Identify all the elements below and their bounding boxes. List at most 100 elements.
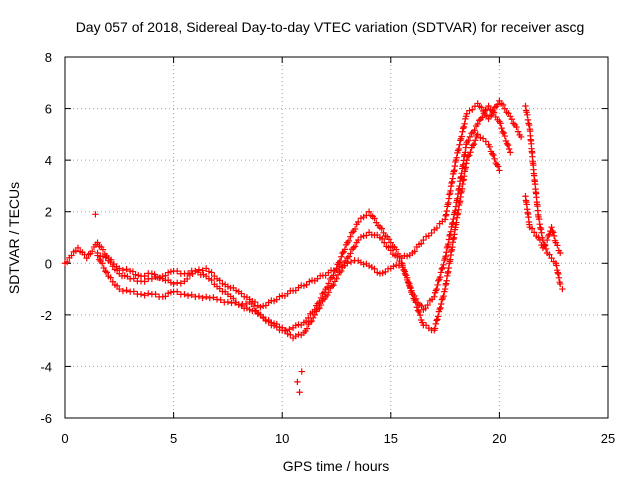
x-tick-label: 20 xyxy=(492,431,506,446)
data-point-track-e xyxy=(536,236,544,244)
data-point-track-a xyxy=(355,218,362,226)
data-point-track-c xyxy=(195,266,203,273)
data-point-track-a xyxy=(348,229,356,236)
data-point-track-b xyxy=(181,291,188,298)
data-point-track-e xyxy=(554,242,561,249)
data-point-track-d xyxy=(525,121,533,129)
data-point-track-a xyxy=(461,120,468,127)
data-point-track-c xyxy=(443,249,450,256)
data-point-track-b xyxy=(416,311,424,319)
data-point-track-c xyxy=(431,293,438,301)
y-tick-label: -4 xyxy=(40,359,52,374)
y-tick-label: 2 xyxy=(45,205,52,220)
data-point-track-c xyxy=(447,231,454,238)
data-point-track-b xyxy=(195,293,203,300)
data-point-track-c xyxy=(406,280,413,287)
data-point-track-a xyxy=(123,266,130,273)
data-point-track-c xyxy=(446,232,453,240)
data-point-track-b xyxy=(325,289,332,296)
data-point-track-b xyxy=(311,311,318,319)
data-point-track-a xyxy=(420,236,427,244)
data-point-track-a xyxy=(499,101,507,108)
data-point-outliers xyxy=(296,389,303,396)
data-point-track-b xyxy=(95,256,103,263)
data-point-track-a xyxy=(385,236,393,243)
data-point-track-a xyxy=(345,237,353,245)
data-point-track-c xyxy=(448,223,455,231)
data-point-track-e xyxy=(543,236,551,244)
data-point-track-a xyxy=(347,233,354,240)
data-point-track-a xyxy=(458,133,465,140)
data-point-track-a xyxy=(459,128,466,135)
data-point-track-b xyxy=(303,325,311,332)
data-point-track-b xyxy=(141,292,148,299)
chart-title: Day 057 of 2018, Sidereal Day-to-day VTE… xyxy=(76,19,585,35)
data-point-track-a xyxy=(323,284,331,291)
data-point-track-d xyxy=(524,116,532,124)
data-point-track-d xyxy=(555,270,562,278)
data-point-track-c xyxy=(424,301,431,309)
data-point-track-c xyxy=(504,141,512,149)
data-point-track-d xyxy=(535,215,543,223)
data-point-track-a xyxy=(170,280,177,288)
data-point-track-b xyxy=(345,253,353,260)
data-point-track-c xyxy=(174,267,181,275)
data-point-track-a xyxy=(119,266,127,274)
data-point-track-c xyxy=(450,215,457,223)
data-point-track-d xyxy=(548,254,555,262)
data-point-track-c xyxy=(401,268,409,275)
data-point-track-c xyxy=(503,140,511,147)
data-point-track-b xyxy=(496,167,503,174)
data-point-track-b xyxy=(103,269,111,276)
data-point-track-c xyxy=(109,263,116,270)
data-point-track-a xyxy=(208,276,215,284)
data-point-track-b xyxy=(210,294,217,301)
data-point-outliers xyxy=(92,211,99,218)
data-point-track-c xyxy=(497,120,504,127)
data-point-track-c xyxy=(113,267,121,274)
x-tick-label: 0 xyxy=(61,431,68,446)
data-point-track-b xyxy=(287,331,294,338)
y-tick-label: -2 xyxy=(40,308,52,323)
data-point-track-a xyxy=(371,215,378,222)
data-point-track-b xyxy=(130,288,137,295)
data-point-track-a xyxy=(177,280,185,287)
data-point-track-a xyxy=(83,254,90,262)
data-point-track-a xyxy=(433,224,441,232)
data-point-track-a xyxy=(378,225,385,232)
data-point-track-b xyxy=(437,304,444,312)
data-point-track-c xyxy=(107,258,114,266)
data-point-track-b xyxy=(470,140,478,148)
data-point-track-a xyxy=(517,133,525,141)
data-point-track-b xyxy=(184,292,192,299)
data-point-track-c xyxy=(499,128,506,135)
data-point-track-c xyxy=(449,219,456,227)
data-point-track-d xyxy=(538,229,545,236)
data-point-track-c xyxy=(184,270,192,277)
grid xyxy=(65,57,608,418)
data-point-track-c xyxy=(477,115,484,123)
data-point-track-a xyxy=(316,298,323,306)
data-point-track-a xyxy=(317,294,325,302)
data-marks xyxy=(61,97,566,396)
data-point-track-a xyxy=(513,123,520,131)
data-point-track-c xyxy=(412,295,420,303)
data-point-track-b xyxy=(113,282,121,289)
data-point-track-a xyxy=(339,249,346,257)
data-point-track-b xyxy=(432,320,439,328)
data-point-track-c xyxy=(471,127,478,134)
data-point-track-c xyxy=(445,236,453,243)
data-point-track-b xyxy=(206,294,213,302)
data-point-track-b xyxy=(347,250,354,257)
data-point-track-c xyxy=(148,275,156,282)
data-point-track-d xyxy=(554,269,561,276)
data-point-track-b xyxy=(381,239,388,246)
data-point-track-c xyxy=(192,267,199,275)
data-point-track-a xyxy=(469,106,476,113)
data-point-track-e xyxy=(550,232,558,240)
data-point-track-c xyxy=(474,120,481,128)
data-point-track-a xyxy=(141,272,148,280)
data-point-track-a xyxy=(336,257,344,265)
x-axis-label: GPS time / hours xyxy=(283,458,390,474)
data-point-track-a xyxy=(338,253,345,260)
